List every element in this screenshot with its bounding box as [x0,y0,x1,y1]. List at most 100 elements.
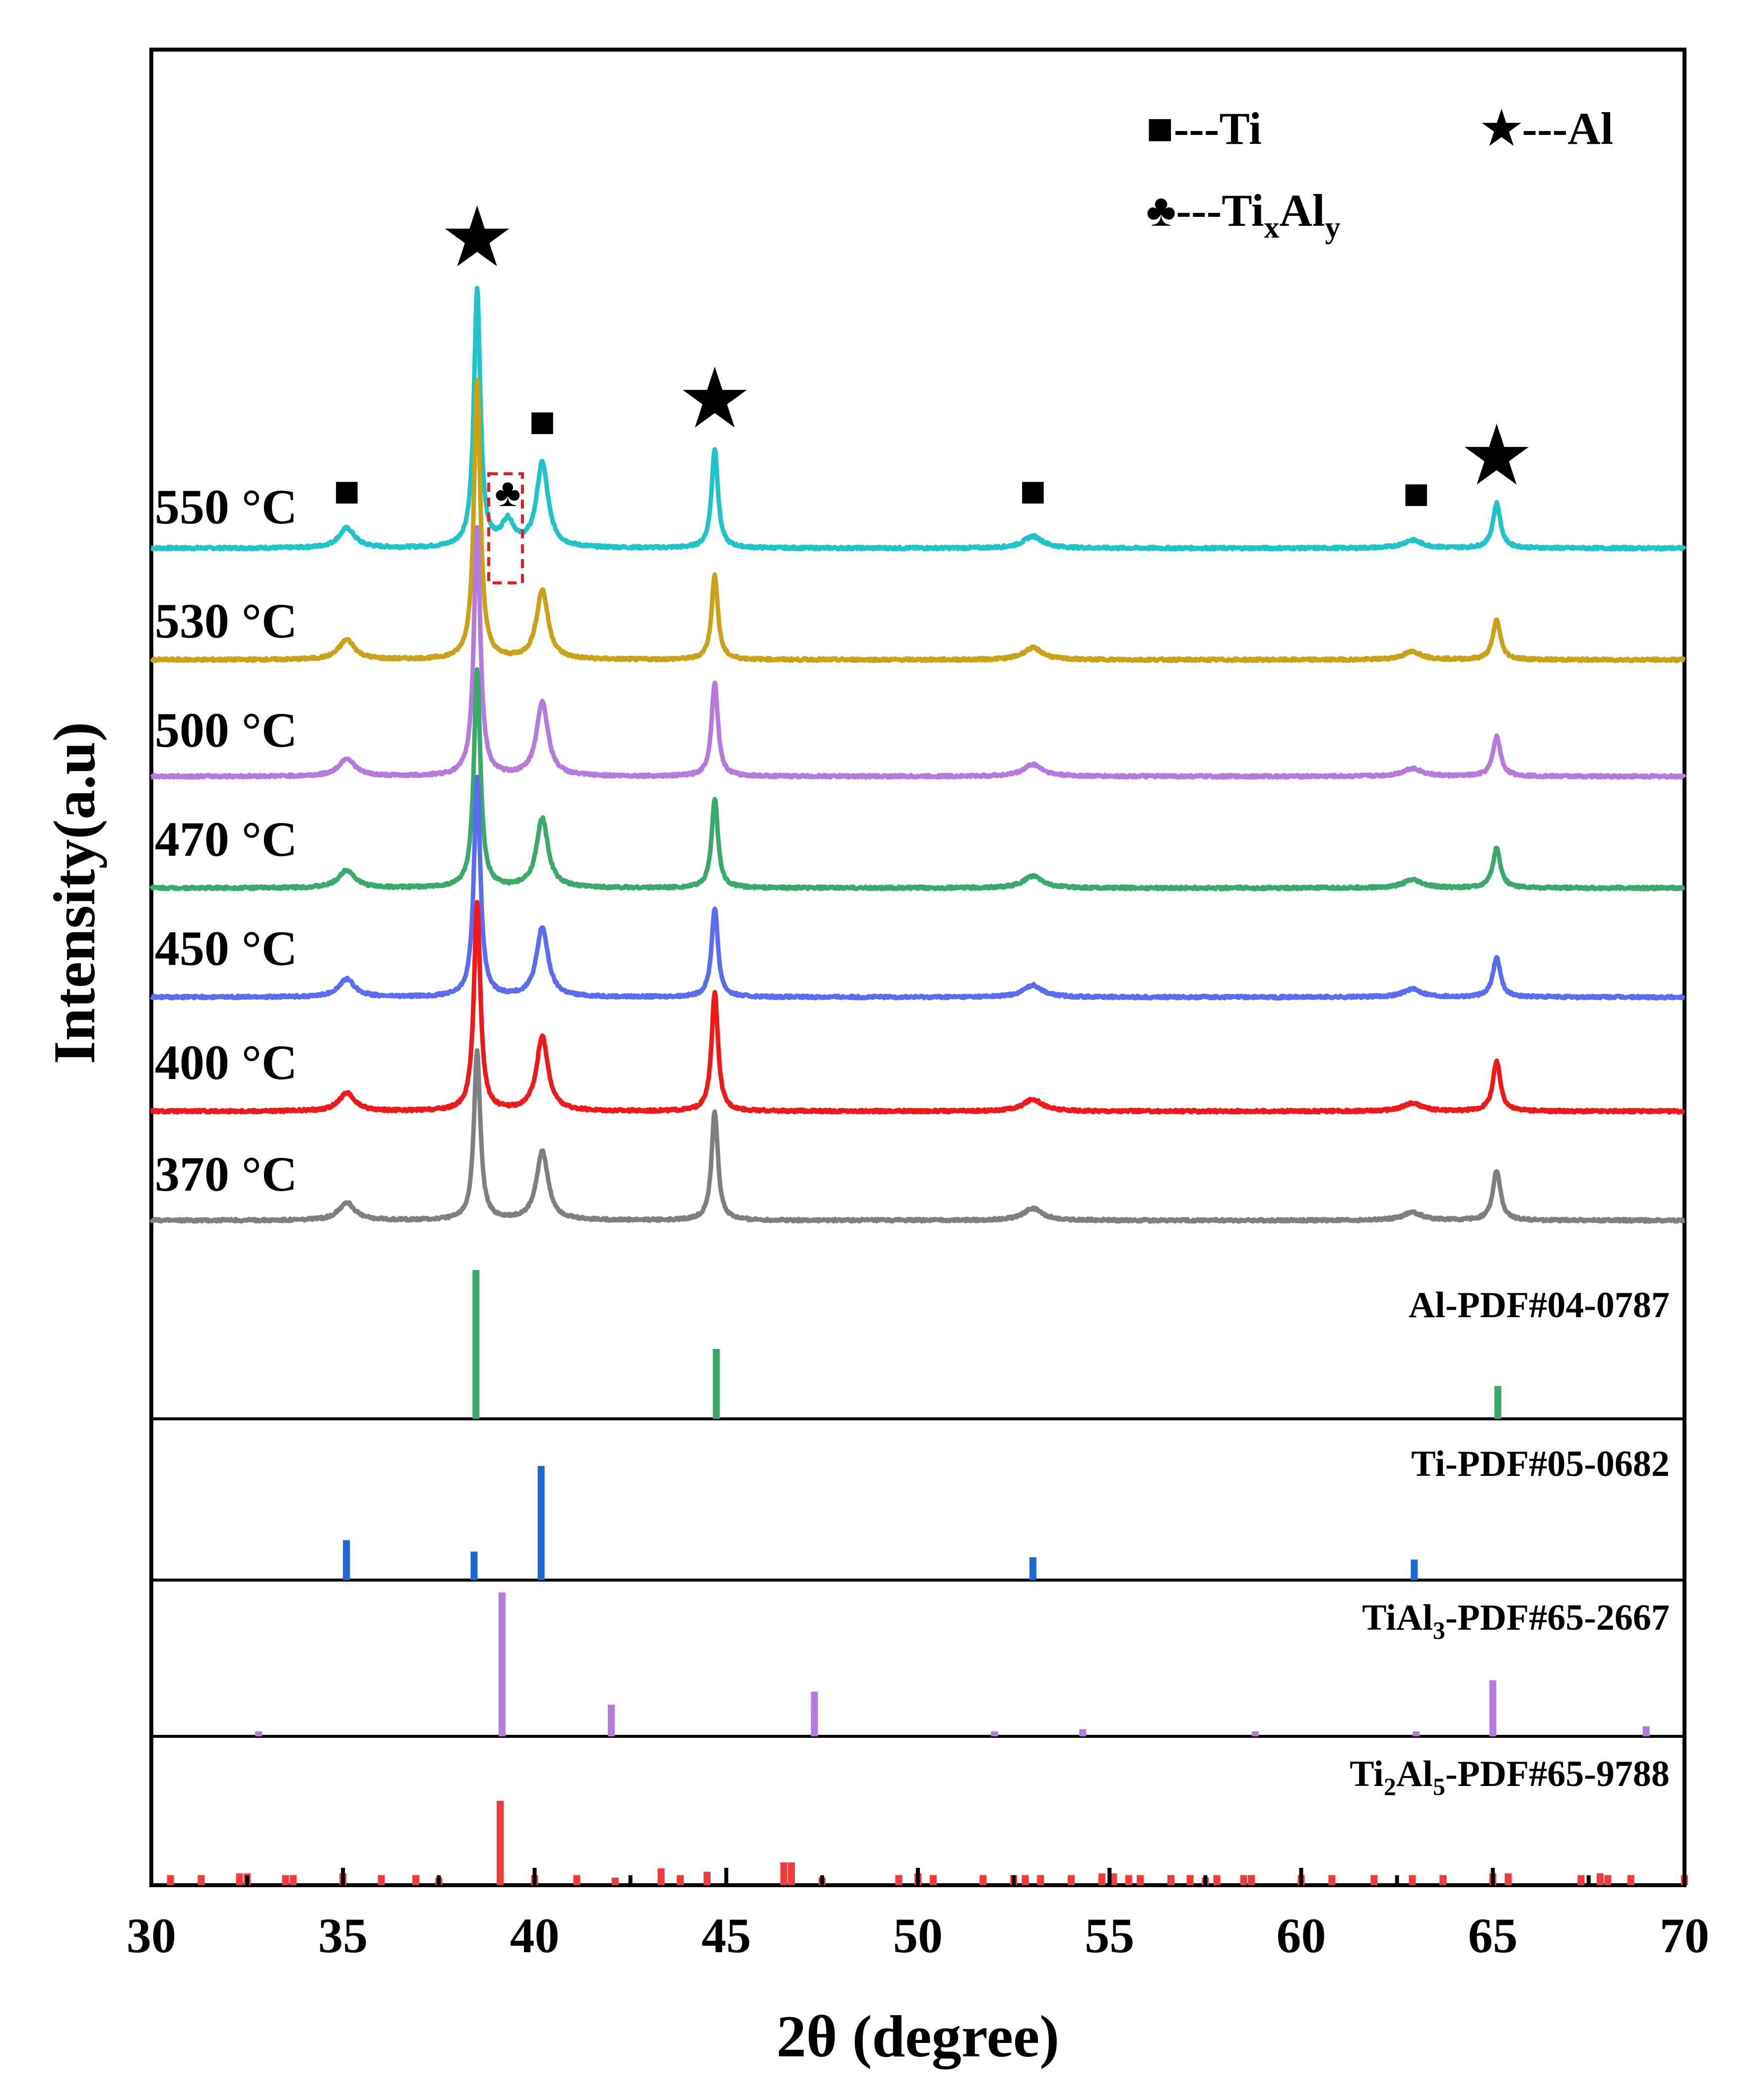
x-tick-label-2: 40 [510,1908,560,1963]
ref-stick-3-47 [1604,1875,1612,1885]
ref-label-ti: Ti-PDF#05-0682 [1411,1444,1670,1484]
ref-stick-3-18 [788,1862,795,1885]
legend-tixaly: ♣---TixAly [1146,185,1341,245]
series-line-0 [150,286,1686,552]
series-line-1 [150,378,1686,663]
ref-stick-3-40 [1370,1875,1378,1885]
series-label-1: 530 °C [155,593,297,648]
ref-stick-2-0 [255,1731,262,1736]
ref-stick-3-32 [1167,1875,1174,1885]
ref-stick-3-29 [1109,1873,1117,1885]
ref-stick-3-15 [677,1875,684,1885]
series-line-4 [149,774,1686,1001]
x-tick-label-8: 70 [1660,1908,1709,1963]
y-axis-title: Intensity(a.u) [41,722,107,1064]
ref-stick-3-37 [1248,1875,1255,1885]
ref-stick-3-42 [1439,1875,1447,1885]
ref-stick-3-45 [1577,1875,1585,1885]
x-tick-label-4: 50 [893,1908,943,1963]
ref-stick-3-36 [1240,1875,1247,1885]
x-axis-ticks: 30 35 40 45 50 55 60 65 70 [127,1868,1709,1963]
legend-al: ★---Al [1481,103,1613,154]
ref-stick-3-16 [704,1871,711,1885]
ref-stick-1-3 [1029,1557,1036,1580]
ref-stick-3-30 [1125,1875,1132,1885]
peak-marker-tixaly-7: ♣ [495,471,521,515]
ref-stick-1-2 [537,1466,545,1580]
peak-marker-ti-3: ■ [333,467,360,516]
series-layer: 550 °C 530 °C 500 °C 470 °C 450 °C 400 °C 370 … [149,286,1686,1224]
peak-marker-ti-4: ■ [529,397,556,446]
ref-stick-3-31 [1137,1875,1144,1885]
ref-label-tial3-suffix: -PDF#65-2667 [1445,1597,1670,1638]
ref-stick-2-4 [991,1731,998,1736]
ref-label-ti2al5-mid: Al [1396,1754,1433,1794]
ref-stick-0-0 [472,1270,480,1419]
legend-ti: ■---Ti [1146,103,1262,154]
ref-stick-2-5 [1079,1729,1087,1736]
x-tick-label-1: 35 [318,1908,368,1963]
ref-label-tial3-prefix: TiAl [1362,1597,1433,1638]
ref-stick-2-6 [1251,1731,1259,1736]
x-tick-label-3: 45 [702,1908,751,1963]
ref-stick-2-9 [1642,1726,1650,1736]
ref-stick-3-35 [1213,1875,1221,1885]
ref-stick-3-4 [282,1875,289,1885]
series-line-3 [149,667,1686,891]
legend-tixaly-sub-x: x [1264,211,1280,245]
ref-stick-3-1 [197,1875,205,1885]
ref-stick-3-22 [929,1875,937,1885]
peak-marker-ti-5: ■ [1020,467,1046,516]
ref-stick-3-2 [236,1873,243,1885]
legend-tixaly-sub-y: y [1325,211,1341,245]
series-line-6 [149,1048,1686,1224]
ref-stick-0-2 [1494,1386,1501,1419]
ref-stick-0-1 [712,1349,720,1419]
ref-stick-3-20 [895,1875,903,1885]
series-line-5 [149,900,1686,1115]
ref-stick-3-0 [167,1875,174,1885]
peak-marker-al-2: ★ [1463,415,1530,498]
ref-stick-3-41 [1409,1875,1416,1885]
ref-stick-3-13 [611,1877,619,1885]
ref-stick-3-48 [1627,1875,1634,1885]
peak-marker-ti-6: ■ [1403,469,1429,518]
ref-stick-2-1 [498,1592,506,1736]
ref-label-ti2al5-sub1: 2 [1384,1773,1396,1800]
series-label-6: 370 °C [155,1146,297,1202]
x-tick-label-0: 30 [127,1908,176,1963]
ref-stick-3-46 [1597,1873,1604,1885]
ref-stick-3-10 [496,1801,504,1885]
legend-tixaly-prefix: ♣---Ti [1146,185,1264,236]
ref-stick-3-28 [1098,1873,1105,1885]
ref-stick-1-1 [470,1551,478,1580]
series-label-3: 470 °C [155,812,297,867]
ref-stick-3-12 [573,1875,581,1885]
ref-stick-3-27 [1068,1875,1075,1885]
ref-stick-2-8 [1489,1680,1496,1736]
ref-stick-3-44 [1504,1873,1512,1885]
series-line-2 [150,525,1686,780]
series-label-0: 550 °C [155,479,297,534]
ref-label-tial3-sub: 3 [1433,1616,1445,1644]
ref-label-ti2al5: Ti2Al5-PDF#65-9788 [1350,1754,1670,1800]
ref-label-ti2al5-prefix: Ti [1350,1754,1384,1794]
series-label-2: 500 °C [155,702,297,758]
ref-stick-3-25 [1022,1875,1029,1885]
legend-tixaly-al: Al [1280,185,1325,236]
series-label-4: 450 °C [155,921,297,976]
x-tick-label-7: 65 [1468,1908,1518,1963]
series-label-5: 400 °C [155,1035,297,1090]
ref-stick-2-2 [608,1705,615,1736]
x-tick-label-6: 60 [1277,1908,1326,1963]
x-axis-title: 2θ (degree) [776,2003,1059,2070]
ref-stick-3-5 [289,1875,297,1885]
peak-marker-al-1: ★ [681,358,748,441]
x-tick-label-5: 55 [1085,1908,1134,1963]
tixaly-highlight-box [487,472,524,584]
ref-label-ti2al5-sub2: 5 [1433,1773,1445,1800]
ref-stick-3-26 [1037,1875,1044,1885]
ref-stick-1-4 [1411,1559,1418,1580]
